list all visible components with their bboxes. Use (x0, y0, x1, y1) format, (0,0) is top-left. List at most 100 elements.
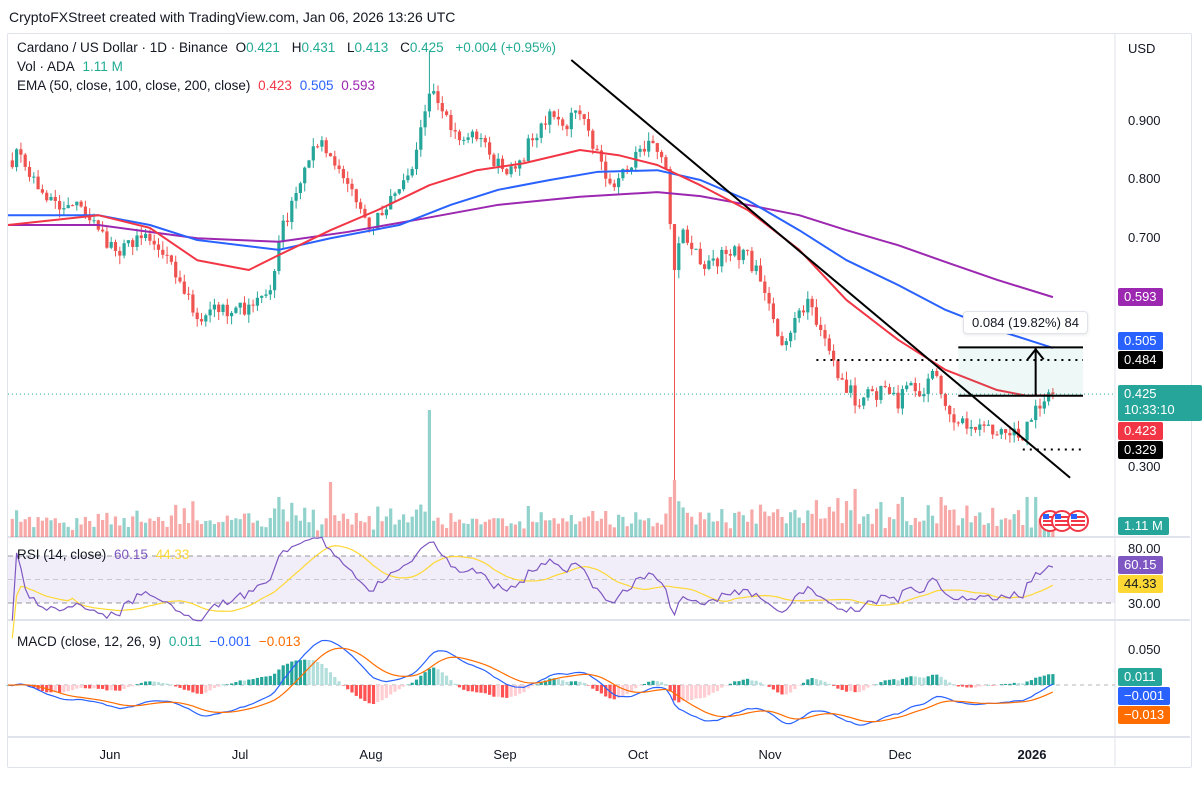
candle-body (139, 235, 143, 239)
volume-bar (290, 502, 294, 537)
candle-body (556, 116, 560, 120)
candle-body (113, 242, 118, 251)
candle-body (578, 110, 582, 115)
macd-hist-bar (892, 679, 896, 685)
macd-hist-bar (814, 679, 818, 685)
candle-body (294, 193, 298, 201)
macd-hist-bar (513, 685, 517, 696)
flag-stripe (1043, 520, 1057, 522)
candle-body (900, 389, 904, 409)
macd-hist-bar (913, 676, 917, 685)
volume-bar (518, 521, 522, 537)
macd-hist-bar (1016, 683, 1021, 685)
macd-hist-bar (750, 680, 754, 685)
rsi-label[interactable]: RSI (14, close) (17, 547, 107, 562)
macd-hist-bar (281, 665, 285, 685)
candle-body (36, 176, 40, 190)
ema100-value: 0.505 (299, 78, 334, 93)
candle-body (195, 312, 199, 320)
candle-body (367, 217, 371, 230)
flag-canton (1043, 514, 1049, 519)
macd-label[interactable]: MACD (close, 12, 26, 9) (17, 634, 162, 649)
volume-bar (905, 521, 909, 537)
macd-hist-bar (629, 685, 634, 692)
macd-signal-badge: −0.013 (1118, 706, 1171, 724)
candle-body (797, 310, 801, 318)
macd-hist-bar (853, 685, 857, 693)
candle-body (862, 397, 866, 406)
volume-bar (956, 525, 960, 537)
volume-bar (316, 530, 320, 537)
volume-bar (642, 520, 646, 537)
volume-bar (45, 517, 49, 537)
volume-bar (350, 524, 354, 537)
currency-label[interactable]: USD (1128, 41, 1156, 56)
candle-body (978, 424, 982, 430)
symbol-name[interactable]: Cardano / US Dollar · 1D · Binance (17, 40, 228, 55)
volume-bar (741, 515, 745, 537)
volume-bar (58, 523, 62, 537)
volume-bar (711, 521, 715, 537)
macd-hist-bar (655, 681, 659, 685)
macd-hist-bar (552, 678, 556, 685)
flag-stripe (1071, 520, 1085, 522)
macd-hist-bar (806, 679, 810, 685)
rsi-badge: 60.15 (1118, 556, 1163, 574)
volume-bar (690, 516, 694, 537)
chart-attribution: CryptoFXStreet created with TradingView.… (9, 9, 456, 25)
candle-body (728, 253, 732, 256)
volume-bar (92, 526, 96, 537)
macd-hist-bar (664, 684, 668, 685)
flag-stripe (1055, 516, 1069, 518)
macd-hist-bar (1042, 675, 1046, 685)
candle-body (126, 240, 130, 244)
volume-bar (212, 523, 216, 537)
price-tick: 0.900 (1128, 113, 1161, 128)
measure-area (958, 347, 1083, 396)
ema-legend: EMA (50, close, 100, close, 200, close) … (17, 78, 379, 93)
volume-bars (10, 410, 1055, 537)
ema-label[interactable]: EMA (50, close, 100, close, 200, close) (17, 78, 251, 93)
volume-bar (948, 509, 952, 537)
candle-body (771, 303, 775, 320)
candle-body (918, 391, 922, 397)
volume-bar (432, 520, 436, 537)
macd-hist-bar (118, 685, 122, 691)
volume-label[interactable]: Vol · ADA (17, 59, 75, 74)
macd-hist-bar (195, 685, 199, 694)
macd-hist-bar (492, 685, 496, 697)
candle-body (148, 233, 152, 241)
candle-body (793, 317, 797, 333)
candle-body (449, 114, 453, 131)
candle-body (535, 137, 539, 141)
volume-bar (285, 521, 290, 537)
volume-bar (359, 521, 363, 537)
candle-body (896, 392, 900, 409)
macd-hist-bar (389, 685, 393, 695)
candle-body (346, 178, 350, 184)
macd-hist-bar (470, 685, 474, 692)
macd-hist-bar (827, 683, 831, 685)
flag-stripe (1071, 516, 1085, 518)
volume-bar (500, 518, 505, 537)
volume-bar (604, 511, 608, 537)
volume-bar (750, 509, 754, 537)
macd-hist-bar (965, 685, 969, 688)
macd-hist-bar (715, 685, 720, 692)
macd-hist-bar (320, 663, 324, 685)
low-label: L (347, 40, 355, 55)
candle-body (814, 307, 818, 325)
volume-bar (66, 526, 70, 537)
volume-bar (526, 506, 530, 537)
macd-hist-bar (371, 685, 376, 705)
candle-body (376, 212, 380, 230)
volume-bar (234, 518, 238, 537)
macd-hist-bar (522, 685, 526, 693)
candle-body (105, 231, 109, 248)
macd-hist-bar (651, 680, 655, 685)
macd-hist-bar (922, 677, 926, 685)
macd-hist-bar (574, 681, 578, 685)
macd-hist-bar (406, 684, 410, 686)
volume-bar (595, 521, 599, 537)
